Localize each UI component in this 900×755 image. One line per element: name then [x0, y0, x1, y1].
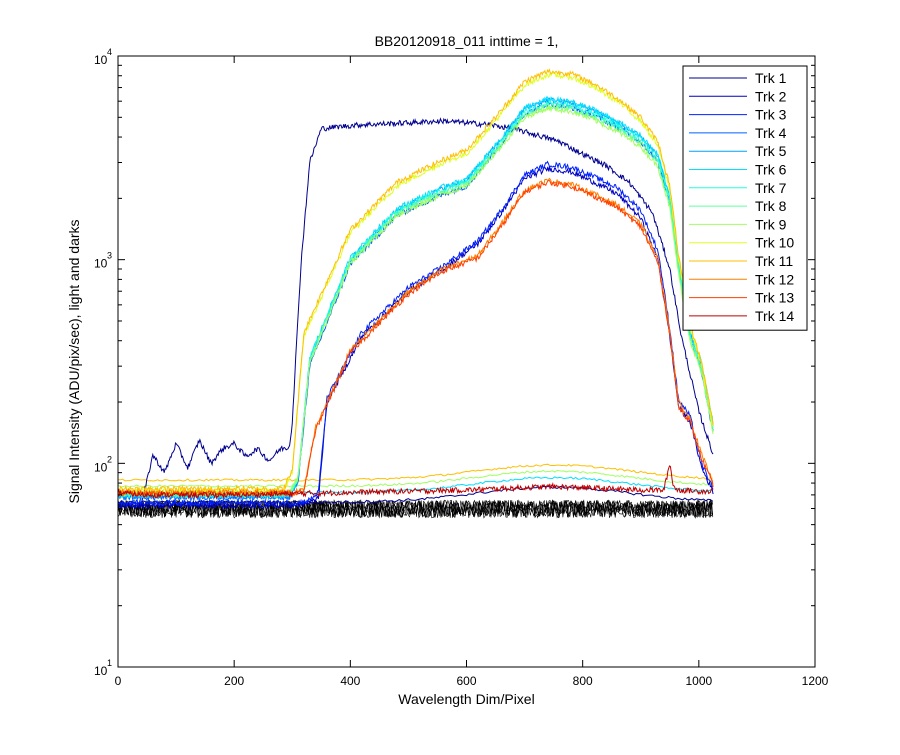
y-tick-exponent: 4 — [107, 47, 112, 57]
low-level-trace — [118, 463, 713, 482]
series-layer — [118, 68, 714, 511]
legend-label-3: Trk 3 — [755, 107, 787, 123]
chart-title: BB20120918_011 inttime = 1, — [375, 33, 559, 49]
legend-label-5: Trk 5 — [755, 143, 787, 159]
x-tick-label: 0 — [115, 674, 122, 688]
series-line-13 — [118, 179, 714, 498]
low-level-trace — [118, 469, 713, 488]
x-tick-label: 1000 — [685, 674, 712, 688]
y-tick-exponent: 3 — [107, 251, 112, 261]
legend-label-6: Trk 6 — [755, 162, 787, 178]
y-tick-exponent: 1 — [107, 658, 112, 668]
series-line-1 — [118, 117, 714, 510]
y-axis-label: Signal Intensity (ADU/pix/sec), light an… — [66, 219, 82, 503]
legend-label-11: Trk 11 — [755, 253, 793, 269]
x-tick-label: 800 — [573, 674, 593, 688]
legend: Trk 1 Trk 2 Trk 3 Trk 4 Trk 5 Trk 6 Trk 7 Trk 8… — [682, 65, 808, 331]
y-tick-exponent: 2 — [107, 454, 112, 464]
series-line-14 — [118, 465, 714, 499]
darks-trace — [118, 499, 713, 519]
series-line-11 — [118, 68, 714, 494]
legend-label-2: Trk 2 — [755, 88, 787, 104]
series-line-5 — [118, 97, 714, 501]
legend-box — [682, 65, 808, 331]
y-tick-label: 10 — [94, 53, 108, 67]
x-tick-label: 600 — [456, 674, 476, 688]
y-tick-label: 10 — [94, 664, 108, 678]
y-tick-label: 10 — [94, 460, 108, 474]
legend-label-13: Trk 13 — [755, 290, 794, 306]
legend-label-7: Trk 7 — [755, 180, 787, 196]
legend-label-1: Trk 1 — [755, 70, 787, 86]
legend-label-8: Trk 8 — [755, 198, 787, 214]
x-tick-label: 1200 — [802, 674, 829, 688]
legend-label-4: Trk 4 — [755, 125, 787, 141]
x-axis-label: Wavelength Dim/Pixel — [398, 691, 534, 707]
legend-label-12: Trk 12 — [755, 271, 794, 287]
series-line-3 — [118, 160, 714, 508]
x-tick-label: 400 — [340, 674, 360, 688]
legend-label-14: Trk 14 — [755, 308, 794, 324]
y-tick-label: 10 — [94, 257, 108, 271]
legend-label-9: Trk 9 — [755, 216, 787, 232]
legend-label-10: Trk 10 — [755, 235, 794, 251]
x-tick-label: 200 — [224, 674, 244, 688]
